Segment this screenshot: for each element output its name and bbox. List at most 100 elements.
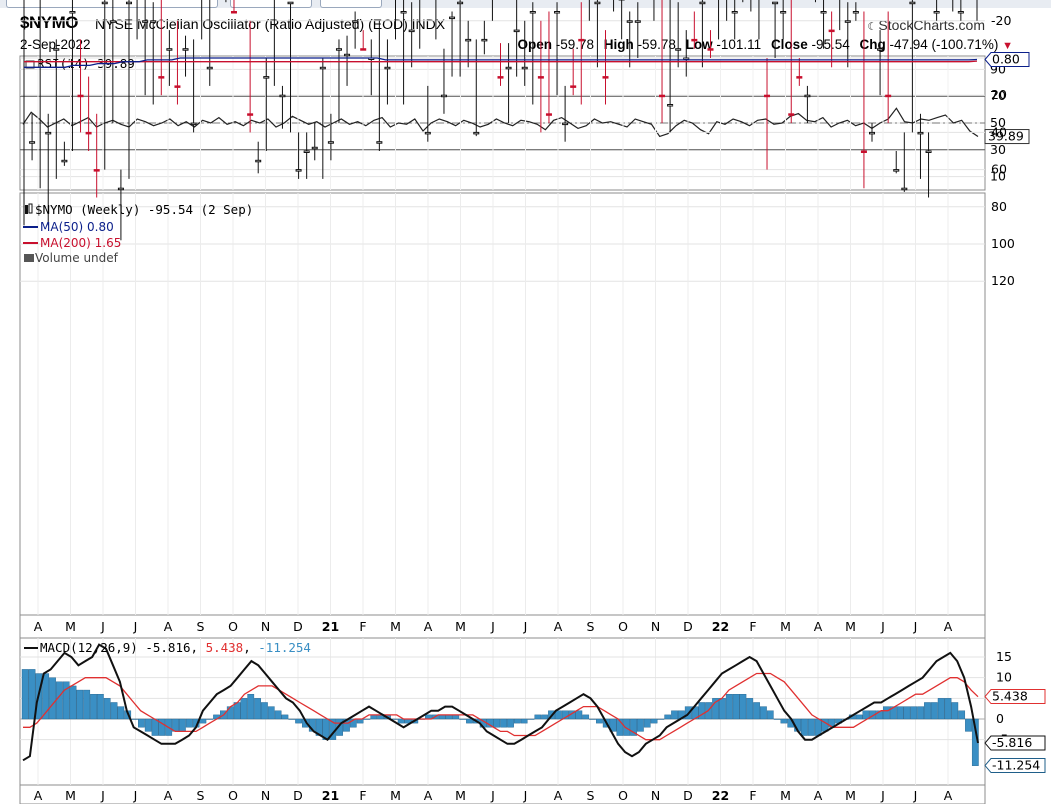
macd-x-tick-label: J [523, 788, 528, 803]
macd-histogram-bar [807, 718, 815, 736]
macd-histogram-bar [131, 718, 138, 720]
candle [327, 113, 334, 161]
candle-body [659, 94, 666, 98]
rsi-tick-label: 70 [990, 88, 1006, 103]
macd-histogram-bar [541, 714, 549, 720]
price-x-tick-label: S [587, 619, 595, 634]
candle-body [335, 48, 342, 51]
candle-body [481, 38, 488, 42]
candle [917, 113, 924, 179]
macd-x-tick-label: A [34, 788, 43, 803]
macd-x-tick-label: 22 [712, 788, 729, 803]
candle [457, 0, 464, 77]
candle [588, 0, 590, 21]
candle-body [29, 141, 36, 144]
macd-histogram-bar [520, 718, 528, 724]
macd-histogram-bar [930, 702, 938, 720]
price-x-tick-label: N [651, 619, 660, 634]
candle [852, 2, 859, 21]
volume-legend: Volume undef [35, 251, 119, 265]
candle-body [602, 76, 609, 79]
candle [77, 39, 84, 133]
candle-body [101, 1, 108, 5]
ticker-symbol: $NYMO [20, 13, 78, 32]
macd-histogram-bar [199, 718, 207, 724]
candle [424, 85, 431, 142]
candle [273, 0, 275, 86]
toolbar-tab[interactable] [230, 0, 312, 8]
candle-body [537, 76, 544, 79]
macd-histogram-bar [96, 694, 104, 720]
candle-body [634, 20, 641, 23]
candle [303, 132, 310, 179]
macd-histogram-bar [698, 702, 706, 720]
macd-histogram-bar [240, 698, 248, 720]
candle [653, 0, 655, 21]
candle [513, 0, 520, 77]
rsi-line [22, 107, 979, 138]
macd-histogram-bar [951, 702, 959, 720]
candle [529, 2, 536, 105]
macd-histogram-bar [739, 694, 747, 720]
macd-histogram-bar [513, 718, 521, 724]
candle-body [190, 122, 197, 126]
macd-histogram-bar [527, 718, 535, 720]
candle-body [675, 48, 682, 51]
candle [772, 1, 779, 58]
candle [45, 113, 52, 226]
candle-body [158, 76, 165, 79]
macd-histogram-bar [958, 710, 966, 720]
ma200-legend: MA(200) 1.65 [40, 236, 121, 250]
macd-x-tick-label: F [749, 788, 756, 803]
candle-body [909, 1, 916, 5]
macd-value-flag [984, 735, 1046, 751]
candle [699, 0, 706, 68]
candle [117, 169, 124, 241]
macd-histogram-bar [719, 698, 726, 720]
candle [578, 2, 585, 105]
candle [352, 11, 359, 49]
macd-line [22, 643, 979, 762]
toolbar-tab[interactable] [320, 0, 382, 8]
macd-histogram-bar [637, 718, 644, 732]
candle [384, 39, 391, 105]
macd-histogram-bar [158, 718, 166, 736]
candle [613, 0, 615, 12]
price-x-tick-label: M [455, 619, 466, 634]
macd-histogram-bar [138, 718, 145, 728]
candle [742, 0, 744, 3]
macd-histogram-bar [582, 714, 590, 720]
candle [263, 58, 270, 151]
candle-body [554, 11, 561, 14]
price-x-tick-label: A [164, 619, 173, 634]
macd-histogram-bar [397, 718, 405, 724]
candle [344, 35, 351, 86]
macd-histogram-bar [363, 718, 371, 720]
candle-body [45, 131, 52, 135]
ma50-legend: MA(50) 0.80 [40, 220, 114, 234]
candle-body [400, 11, 407, 14]
toolbar-tab[interactable] [6, 0, 218, 8]
rsi-last-value: 39.89 [988, 129, 1024, 144]
candle [69, 0, 76, 151]
top-toolbar [0, 0, 1051, 8]
candle [764, 58, 771, 170]
macd-histogram-bar [937, 698, 945, 720]
price-x-tick-label: F [749, 619, 756, 634]
candle-body [327, 141, 334, 144]
macd-x-tick-label: A [554, 788, 563, 803]
candle [247, 20, 254, 133]
price-x-tick-label: M [845, 619, 856, 634]
candle [788, 0, 795, 124]
price-x-tick-label: J [133, 619, 138, 634]
macd-histogram-bar [596, 718, 603, 724]
macd-histogram-bar [534, 714, 542, 720]
candle-body [788, 113, 795, 116]
candle-body [497, 76, 504, 79]
price-x-tick-label: J [100, 619, 105, 634]
rsi-legend-icon [25, 60, 35, 69]
candle-body [376, 141, 383, 144]
macd-x-tick-label: D [293, 788, 303, 803]
ma200-line [24, 60, 978, 63]
